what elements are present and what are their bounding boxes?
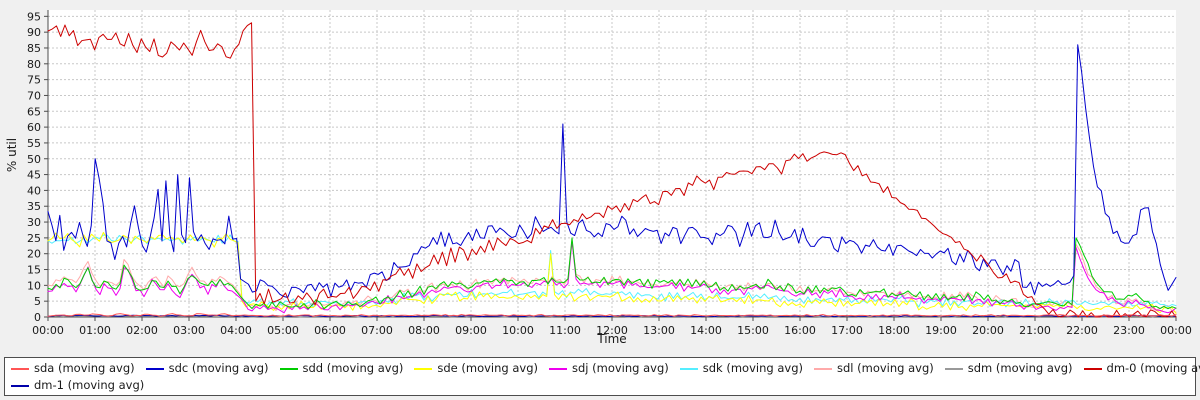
legend-row-primary: sda (moving avg) sdc (moving avg) sdd (mov…: [11, 360, 1200, 377]
x-tick-label: 06:00: [314, 324, 346, 337]
legend-label: sdd (moving avg): [302, 361, 404, 375]
x-tick-label: 21:00: [1019, 324, 1051, 337]
legend-entry[interactable]: sdd (moving avg): [279, 361, 404, 375]
x-tick-label: 07:00: [361, 324, 393, 337]
y-tick-label: 35: [27, 200, 41, 213]
legend-row-secondary: dm-1 (moving avg): [11, 377, 1191, 394]
series-line-sdd[interactable]: [47, 237, 1177, 310]
x-tick-label: 08:00: [408, 324, 440, 337]
legend-label: dm-0 (moving avg): [1106, 361, 1200, 375]
x-tick-label: 17:00: [831, 324, 863, 337]
legend-entry[interactable]: sda (moving avg): [11, 362, 135, 375]
legend-entry[interactable]: sdj (moving avg): [549, 362, 669, 375]
legend-entry[interactable]: dm-0 (moving avg): [1083, 361, 1200, 375]
x-tick-label: 11:00: [549, 324, 581, 337]
x-tick-label: 09:00: [455, 324, 487, 337]
legend-color-swatch: [679, 367, 698, 370]
series-line-sde[interactable]: [47, 231, 1177, 314]
legend-label: sde (moving avg): [437, 361, 538, 375]
x-axis-title: Time: [597, 332, 627, 346]
series-line-dm-0[interactable]: [47, 22, 1177, 318]
x-tick-label: 14:00: [690, 324, 722, 337]
y-tick-label: 20: [27, 248, 41, 261]
y-tick-label: 70: [27, 89, 41, 102]
legend-label: sdl (moving avg): [836, 361, 934, 375]
legend-entry[interactable]: sdk (moving avg): [679, 361, 803, 375]
legend-label: sda (moving avg): [34, 361, 135, 375]
legend-color-swatch: [944, 367, 963, 370]
legend-color-swatch: [1083, 367, 1102, 370]
plot-svg[interactable]: 0 5 10 15 20 25 30 35 40 45 50 55 60 65 70 75 80 85 90 95 00…: [0, 0, 1200, 352]
x-tick-label: 04:00: [220, 324, 252, 337]
y-tick-label: 55: [27, 137, 41, 150]
y-tick-label: 5: [34, 295, 41, 308]
y-tick-label: 85: [27, 42, 41, 55]
legend-label: sdj (moving avg): [572, 361, 669, 375]
legend-color-swatch: [549, 367, 567, 370]
series-line-dm-1[interactable]: [47, 314, 1177, 318]
y-tick-label: 80: [27, 58, 41, 71]
legend-entry[interactable]: sde (moving avg): [414, 362, 538, 375]
legend-entry[interactable]: dm-1 (moving avg): [11, 379, 144, 392]
y-tick-label: 60: [27, 121, 41, 134]
x-tick-label: 05:00: [267, 324, 299, 337]
x-tick-label: 01:00: [79, 324, 111, 337]
y-tick-label: 25: [27, 232, 41, 245]
x-tick-label: 00:00: [1160, 324, 1192, 337]
legend-color-swatch: [145, 367, 164, 370]
y-tick-label: 50: [27, 153, 41, 166]
y-tick-label: 90: [27, 26, 41, 39]
series-line-sdc[interactable]: [47, 44, 1177, 298]
x-tick-label: 23:00: [1113, 324, 1145, 337]
series-line-sdj[interactable]: [47, 240, 1177, 314]
y-tick-label: 15: [27, 264, 41, 277]
x-tick-label: 22:00: [1066, 324, 1098, 337]
y-tick-label: 95: [27, 10, 41, 23]
y-tick-label: 65: [27, 105, 41, 118]
x-tick-label: 19:00: [925, 324, 957, 337]
legend-entry[interactable]: sdm (moving avg): [944, 361, 1073, 375]
x-tick-label: 00:00: [32, 324, 64, 337]
legend-color-swatch: [279, 367, 298, 370]
legend-entry[interactable]: sdl (moving avg): [813, 361, 934, 375]
y-tick-label: 30: [27, 216, 41, 229]
x-tick-label: 13:00: [643, 324, 675, 337]
x-tick-label: 18:00: [878, 324, 910, 337]
x-tick-label: 03:00: [173, 324, 205, 337]
y-tick-label: 45: [27, 169, 41, 182]
y-tick-label: 40: [27, 184, 41, 197]
x-tick-label: 10:00: [502, 324, 534, 337]
y-axis-title: % util: [5, 137, 19, 173]
x-tick-label: 20:00: [972, 324, 1004, 337]
plot-area-wrapper: 0 5 10 15 20 25 30 35 40 45 50 55 60 65 70 75 80 85 90 95 00…: [0, 0, 1200, 352]
legend-color-swatch: [11, 384, 29, 387]
legend-color-swatch: [414, 367, 433, 370]
chart-legend: sda (moving avg) sdc (moving avg) sdd (mov…: [4, 357, 1200, 396]
legend-label: sdk (moving avg): [702, 361, 803, 375]
x-tick-label: 02:00: [126, 324, 158, 337]
y-tick-label: 0: [34, 311, 41, 324]
x-tick-label: 12:00: [596, 324, 628, 337]
legend-color-swatch: [813, 367, 832, 370]
y-tick-label: 75: [27, 74, 41, 87]
legend-label: sdc (moving avg): [168, 361, 269, 375]
legend-label: sdm (moving avg): [967, 361, 1073, 375]
x-tick-label: 16:00: [784, 324, 816, 337]
legend-color-swatch: [11, 367, 29, 370]
y-tick-label: 10: [27, 279, 41, 292]
legend-label: dm-1 (moving avg): [34, 378, 145, 392]
legend-entry[interactable]: sdc (moving avg): [145, 361, 269, 375]
series-line-sda[interactable]: [47, 313, 1177, 317]
x-tick-label: 15:00: [737, 324, 769, 337]
